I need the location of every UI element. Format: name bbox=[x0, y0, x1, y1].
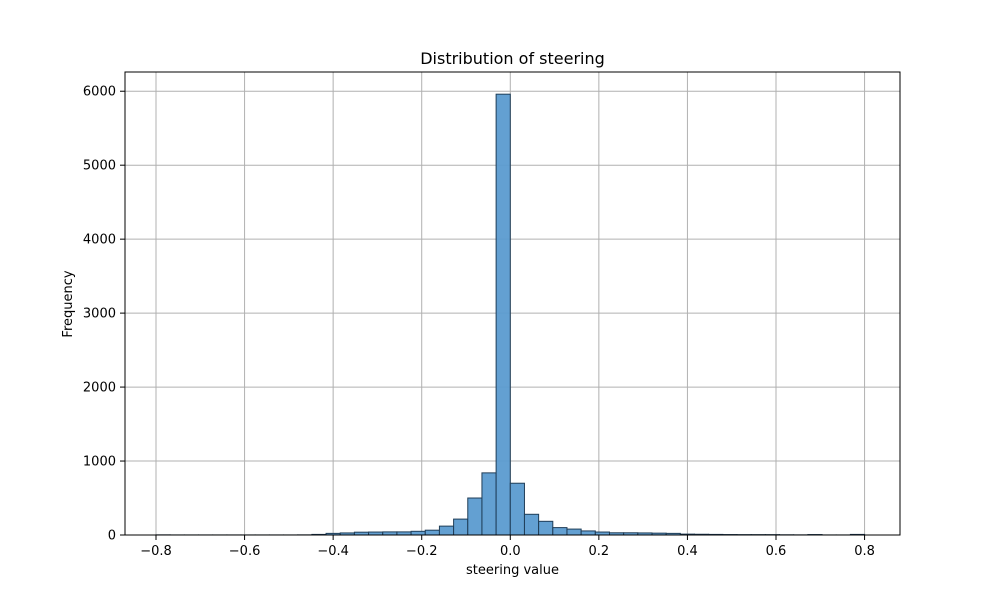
histogram-bar bbox=[495, 93, 511, 536]
y-tick-label: 3000 bbox=[83, 307, 116, 322]
x-tick-label: 0.8 bbox=[854, 544, 875, 559]
histogram-bar bbox=[467, 497, 483, 536]
histogram-bar bbox=[424, 529, 440, 536]
histogram-bar bbox=[509, 482, 525, 536]
histogram-bar bbox=[481, 472, 497, 536]
x-axis-label: steering value bbox=[466, 563, 559, 578]
x-tick-label: 0.2 bbox=[589, 544, 610, 559]
x-tick-label: −0.2 bbox=[406, 544, 438, 559]
y-tick-label: 1000 bbox=[83, 455, 116, 470]
y-tick-label: 0 bbox=[108, 529, 116, 544]
x-axis: −0.8 −0.6 −0.4 −0.2 0.0 0.2 0.4 0.6 0.8 bbox=[140, 535, 875, 559]
histogram-bar bbox=[410, 530, 426, 536]
y-tick-label: 5000 bbox=[83, 159, 116, 174]
x-tick-label: 0.6 bbox=[766, 544, 787, 559]
chart-title: Distribution of steering bbox=[420, 49, 605, 68]
y-axis-label: Frequency bbox=[61, 270, 76, 337]
histogram-bar bbox=[523, 513, 540, 536]
x-tick-label: 0.4 bbox=[677, 544, 698, 559]
y-axis: 0 1000 2000 3000 4000 5000 6000 bbox=[83, 85, 125, 544]
plot-area-frame bbox=[124, 71, 901, 536]
y-tick-label: 6000 bbox=[83, 85, 116, 100]
x-tick-label: 0.0 bbox=[500, 544, 521, 559]
histogram-bar bbox=[566, 528, 582, 536]
x-tick-label: −0.6 bbox=[229, 544, 261, 559]
histogram-bar bbox=[538, 520, 554, 536]
y-tick-label: 2000 bbox=[83, 381, 116, 396]
histogram-bar bbox=[552, 527, 568, 536]
x-tick-label: −0.4 bbox=[317, 544, 349, 559]
y-tick-label: 4000 bbox=[83, 233, 116, 248]
x-tick-label: −0.8 bbox=[140, 544, 172, 559]
histogram-bar bbox=[580, 530, 596, 536]
histogram-bar bbox=[438, 525, 455, 536]
histogram-bar bbox=[453, 518, 469, 536]
